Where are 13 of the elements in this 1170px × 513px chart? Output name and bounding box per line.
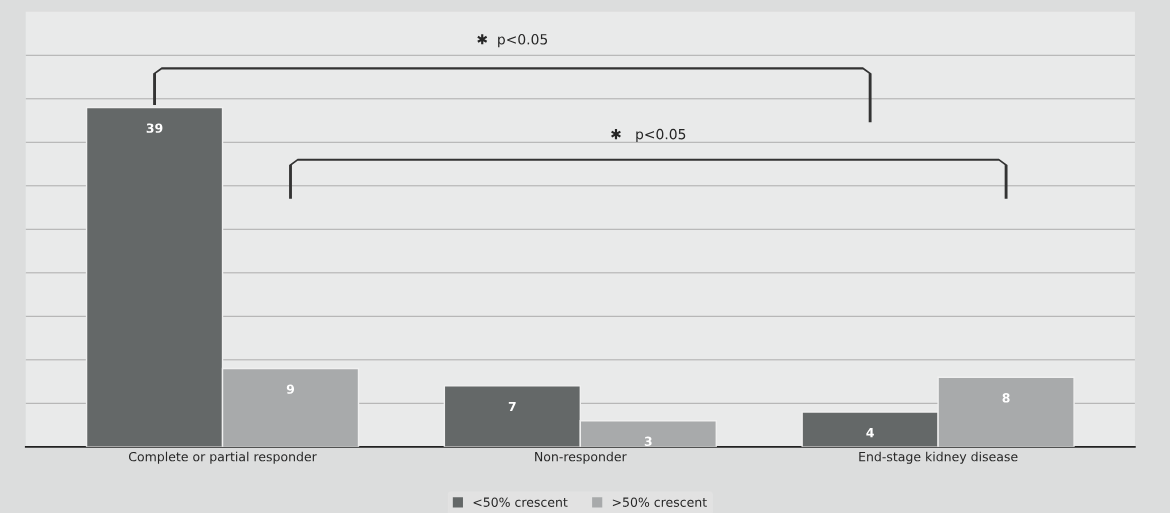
data-label: 39 [146, 123, 163, 133]
x-tick-label: End-stage kidney disease [859, 451, 1018, 464]
data-label: 4 [866, 428, 874, 438]
legend-label: <50% crescent [473, 497, 568, 507]
data-label: 9 [286, 384, 295, 394]
data-label: 7 [508, 401, 516, 412]
data-label: 8 [1002, 393, 1010, 403]
legend-label: >50% crescent [612, 497, 707, 507]
annotation: ✱ p<0.05 [477, 34, 548, 48]
x-tick-label: Non-responder [535, 451, 627, 464]
annotation: ✱ p<0.05 [611, 128, 686, 143]
data-label: 3 [644, 436, 652, 447]
x-tick-label: Complete or partial responder [128, 451, 317, 464]
